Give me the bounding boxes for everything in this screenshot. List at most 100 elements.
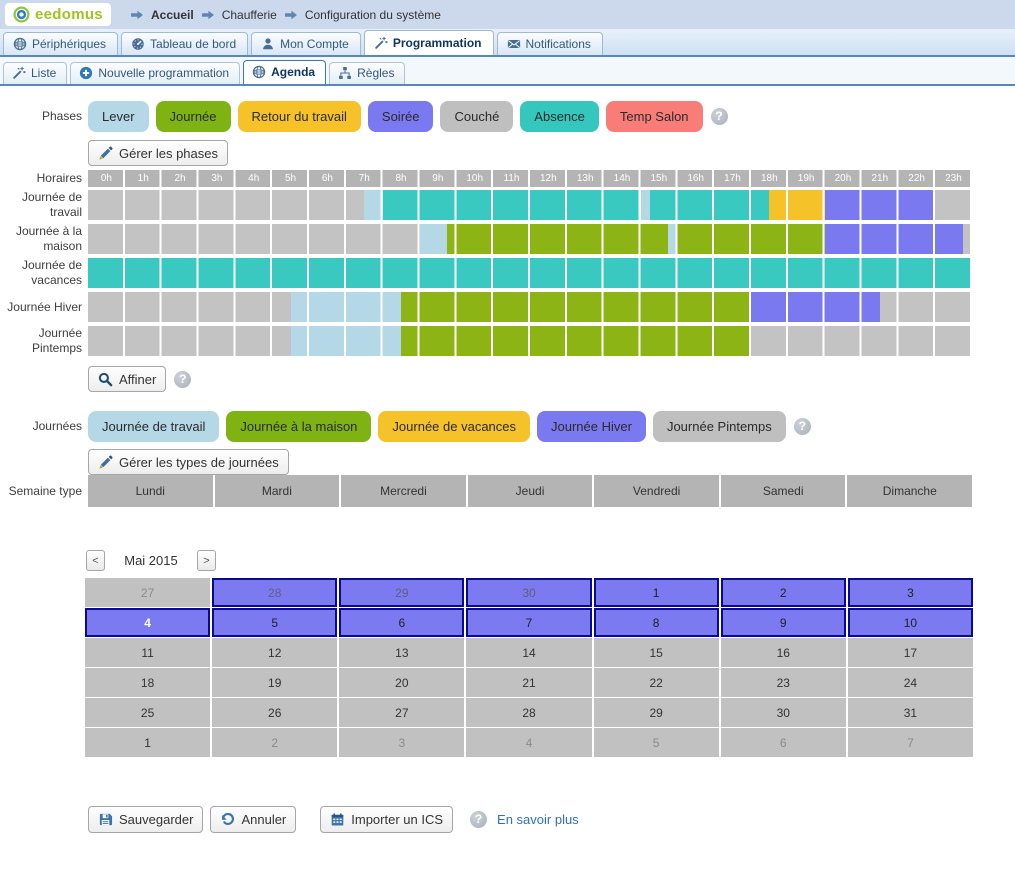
week-day-dimanche[interactable]: Dimanche xyxy=(847,475,973,507)
calendar-day-22[interactable]: 22 xyxy=(593,668,719,697)
calendar-day-8[interactable]: 8 xyxy=(593,608,719,637)
calendar-day-7[interactable]: 7 xyxy=(466,608,592,637)
tab-programmation[interactable]: Programmation xyxy=(363,30,494,55)
cancel-button[interactable]: Annuler xyxy=(210,806,297,833)
timeline-segment[interactable] xyxy=(751,292,880,322)
calendar-day-25[interactable]: 25 xyxy=(85,698,211,727)
calendar-day-2[interactable]: 2 xyxy=(720,578,846,607)
timeline-segment[interactable] xyxy=(401,326,751,356)
calendar-day-2[interactable]: 2 xyxy=(212,728,338,757)
tab-liste[interactable]: Liste xyxy=(3,62,68,84)
week-day-samedi[interactable]: Samedi xyxy=(720,475,846,507)
calendar-day-18[interactable]: 18 xyxy=(85,668,211,697)
calendar-day-30[interactable]: 30 xyxy=(466,578,592,607)
timeline-segment[interactable] xyxy=(88,258,972,288)
calendar-day-4[interactable]: 4 xyxy=(466,728,592,757)
timeline-segment[interactable] xyxy=(751,326,972,356)
calendar-day-10[interactable]: 10 xyxy=(847,608,973,637)
calendar-day-26[interactable]: 26 xyxy=(212,698,338,727)
timeline-segment[interactable] xyxy=(677,224,825,254)
tab-notifications[interactable]: Notifications xyxy=(496,32,603,55)
timeline-segment[interactable] xyxy=(447,224,669,254)
timeline-segment[interactable] xyxy=(649,190,770,220)
tab-nouvelle-programmation[interactable]: Nouvelle programmation xyxy=(70,62,241,84)
timeline-segment[interactable] xyxy=(824,190,936,220)
timeline-segment[interactable] xyxy=(290,292,402,322)
calendar-day-3[interactable]: 3 xyxy=(847,578,973,607)
breadcrumb-accueil[interactable]: Accueil xyxy=(151,7,194,22)
calendar-day-23[interactable]: 23 xyxy=(720,668,846,697)
calendar-day-5[interactable]: 5 xyxy=(593,728,719,757)
timeline-segment[interactable] xyxy=(962,224,972,254)
tab-tableau-de-bord[interactable]: Tableau de bord xyxy=(121,32,249,55)
day-type-journee-de-vacances[interactable]: Journée de vacances xyxy=(378,411,531,442)
calendar-day-14[interactable]: 14 xyxy=(466,638,592,667)
calendar-day-28[interactable]: 28 xyxy=(466,698,592,727)
manage-day-types-button[interactable]: Gérer les types de journées xyxy=(88,449,289,475)
phase-journee[interactable]: Journée xyxy=(155,101,231,132)
timeline-segment[interactable] xyxy=(382,190,641,220)
calendar-prev-button[interactable]: < xyxy=(86,550,105,571)
help-icon[interactable] xyxy=(174,370,192,388)
calendar-day-15[interactable]: 15 xyxy=(593,638,719,667)
calendar-day-19[interactable]: 19 xyxy=(212,668,338,697)
help-icon[interactable] xyxy=(470,811,488,828)
calendar-day-4[interactable]: 4 xyxy=(85,608,211,637)
week-day-mardi[interactable]: Mardi xyxy=(214,475,340,507)
timeline-segment[interactable] xyxy=(668,224,678,254)
timeline-segment[interactable] xyxy=(935,190,972,220)
import-ics-button[interactable]: Importer un ICS xyxy=(320,806,454,833)
calendar-day-27[interactable]: 27 xyxy=(85,578,211,607)
tab-mon-compte[interactable]: Mon Compte xyxy=(251,32,361,55)
timeline-segment[interactable] xyxy=(88,292,291,322)
breadcrumb-configuration[interactable]: Configuration du système xyxy=(304,7,441,22)
tab-agenda[interactable]: Agenda xyxy=(243,60,327,84)
week-day-vendredi[interactable]: Vendredi xyxy=(594,475,719,507)
calendar-day-28[interactable]: 28 xyxy=(212,578,338,607)
phase-soiree[interactable]: Soirée xyxy=(367,101,434,132)
calendar-day-13[interactable]: 13 xyxy=(339,638,465,667)
day-type-journee-pintemps[interactable]: Journée Pintemps xyxy=(652,411,786,442)
calendar-day-9[interactable]: 9 xyxy=(720,608,846,637)
calendar-day-16[interactable]: 16 xyxy=(720,638,846,667)
calendar-day-29[interactable]: 29 xyxy=(593,698,719,727)
timeline-segment[interactable] xyxy=(640,190,650,220)
calendar-day-30[interactable]: 30 xyxy=(720,698,846,727)
timeline-segment[interactable] xyxy=(824,224,963,254)
calendar-day-29[interactable]: 29 xyxy=(339,578,465,607)
calendar-day-12[interactable]: 12 xyxy=(212,638,338,667)
phase-lever[interactable]: Lever xyxy=(88,101,149,132)
help-icon[interactable] xyxy=(710,108,728,125)
timeline-segment[interactable] xyxy=(879,292,972,322)
affiner-button[interactable]: Affiner xyxy=(88,366,167,392)
day-type-journee-a-la-maison[interactable]: Journée à la maison xyxy=(226,411,372,442)
phase-temp-salon[interactable]: Temp Salon xyxy=(605,101,703,132)
calendar-day-21[interactable]: 21 xyxy=(466,668,592,697)
breadcrumb-chaufferie[interactable]: Chaufferie xyxy=(221,7,277,22)
timeline-segment[interactable] xyxy=(290,326,402,356)
timeline-segment[interactable] xyxy=(88,190,365,220)
week-day-lundi[interactable]: Lundi xyxy=(88,475,213,507)
calendar-day-1[interactable]: 1 xyxy=(85,728,211,757)
calendar-day-3[interactable]: 3 xyxy=(339,728,465,757)
calendar-day-7[interactable]: 7 xyxy=(847,728,973,757)
calendar-day-1[interactable]: 1 xyxy=(593,578,719,607)
week-day-mercredi[interactable]: Mercredi xyxy=(341,475,466,507)
calendar-day-5[interactable]: 5 xyxy=(212,608,338,637)
calendar-next-button[interactable]: > xyxy=(197,550,216,571)
phase-absence[interactable]: Absence xyxy=(520,101,599,132)
day-type-journee-hiver[interactable]: Journée Hiver xyxy=(537,411,646,442)
calendar-day-31[interactable]: 31 xyxy=(847,698,973,727)
phase-retour-du-travail[interactable]: Retour du travail xyxy=(237,101,361,132)
timeline-segment[interactable] xyxy=(769,190,825,220)
phase-couche[interactable]: Couché xyxy=(440,101,514,132)
week-day-jeudi[interactable]: Jeudi xyxy=(467,475,593,507)
day-type-journee-de-travail[interactable]: Journée de travail xyxy=(88,411,220,442)
calendar-day-27[interactable]: 27 xyxy=(339,698,465,727)
timeline-segment[interactable] xyxy=(88,224,420,254)
manage-phases-button[interactable]: Gérer les phases xyxy=(88,140,228,166)
timeline-segment[interactable] xyxy=(419,224,448,254)
calendar-day-24[interactable]: 24 xyxy=(847,668,973,697)
save-button[interactable]: Sauvegarder xyxy=(88,806,204,833)
tab-regles[interactable]: Règles xyxy=(329,62,406,84)
